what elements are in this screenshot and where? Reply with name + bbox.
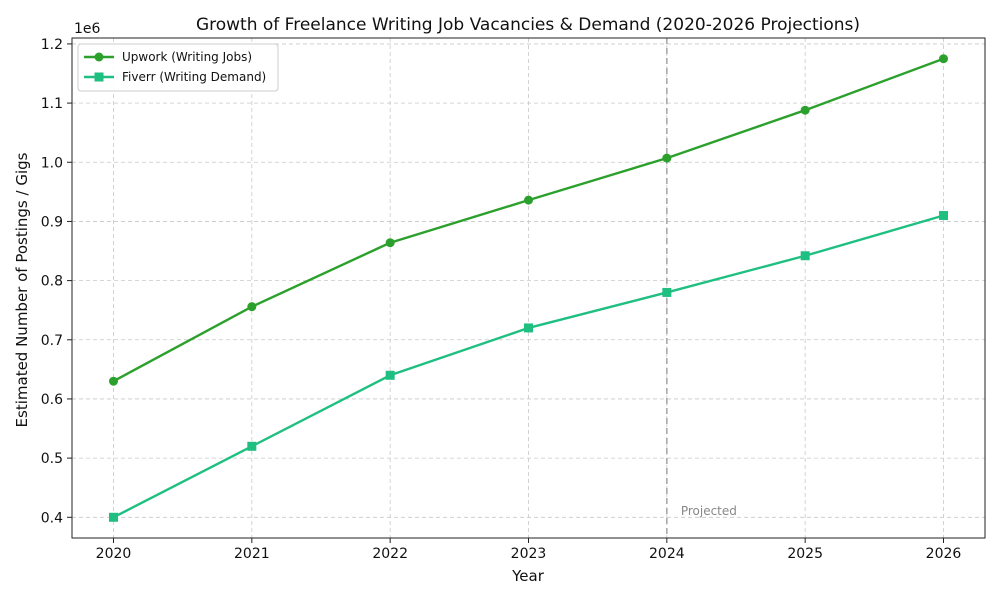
legend-label: Fiverr (Writing Demand) <box>122 70 266 84</box>
series-point-0 <box>800 105 810 115</box>
x-tick-label: 2021 <box>234 546 270 562</box>
series-layer <box>109 54 948 522</box>
series-point-1 <box>247 441 257 451</box>
legend: Upwork (Writing Jobs) Fiverr (Writing Dem… <box>77 43 279 92</box>
annotation-layer: Projected <box>666 38 737 538</box>
x-tick-label: 2026 <box>926 546 962 562</box>
series-point-0 <box>109 376 118 386</box>
y-tick-label: 0.4 <box>41 510 63 526</box>
legend-swatch-marker <box>94 72 104 82</box>
x-tick-label: 2024 <box>649 546 685 562</box>
projection-label: Projected <box>681 504 737 518</box>
series-point-0 <box>662 153 672 163</box>
x-axis-label: Year <box>511 567 545 585</box>
y-tick-label: 0.5 <box>41 451 63 467</box>
x-tick-label: 2025 <box>787 546 823 562</box>
grid-layer <box>72 38 985 538</box>
series-point-1 <box>662 287 672 297</box>
plot-frame <box>71 37 986 539</box>
series-point-1 <box>800 251 810 261</box>
y-axis-label: Estimated Number of Postings / Gigs <box>13 152 31 427</box>
legend-swatch-marker <box>94 52 104 62</box>
y-tick-label: 1.2 <box>41 37 63 53</box>
series-point-0 <box>385 238 395 248</box>
series-point-1 <box>109 512 118 522</box>
y-tick-label: 1.0 <box>41 155 63 171</box>
y-tick-label: 0.8 <box>41 274 63 290</box>
legend-label: Upwork (Writing Jobs) <box>122 50 252 64</box>
series-point-1 <box>385 370 395 380</box>
y-tick-label: 1.1 <box>41 96 63 112</box>
axes-layer: 2020 2021 2022 2023 2024 2025 2026 0.4 0.5 0.6 0.7… <box>41 37 986 562</box>
chart-title: Growth of Freelance Writing Job Vacancie… <box>196 15 860 35</box>
legend-box <box>77 43 279 92</box>
x-tick-label: 2022 <box>372 546 408 562</box>
y-tick-label: 0.6 <box>41 392 63 408</box>
x-tick-label: 2023 <box>511 546 547 562</box>
x-tick-label: 2020 <box>96 546 132 562</box>
series-point-0 <box>524 195 533 205</box>
series-point-1 <box>524 323 533 333</box>
y-tick-label: 0.7 <box>41 333 63 349</box>
y-tick-label: 0.9 <box>41 214 63 230</box>
series-point-0 <box>247 302 257 312</box>
series-point-1 <box>939 211 948 221</box>
series-point-0 <box>939 54 948 64</box>
y-offset-label: 1e6 <box>74 21 101 37</box>
